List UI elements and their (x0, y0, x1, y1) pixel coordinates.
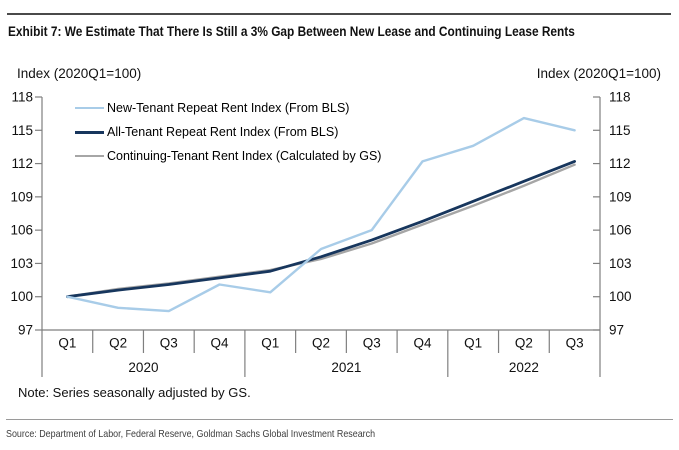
quarter-label: Q2 (312, 336, 330, 351)
y-tick-label-left: 115 (11, 123, 33, 138)
source-line: Source: Department of Labor, Federal Res… (6, 428, 376, 440)
y-tick-label-left: 109 (10, 189, 33, 204)
quarter-label: Q1 (464, 336, 482, 351)
series-line-1 (66, 159, 576, 299)
legend-swatch-line (75, 107, 104, 109)
quarter-label: Q3 (363, 336, 381, 351)
legend-swatch-line (75, 155, 104, 157)
quarter-label: Q4 (211, 336, 230, 351)
legend-item: All-Tenant Repeat Rent Index (From BLS) (75, 120, 381, 144)
y-tick-label-right: 118 (609, 90, 631, 105)
legend: New-Tenant Repeat Rent Index (From BLS) A… (75, 96, 381, 168)
quarter-label: Q2 (515, 336, 533, 351)
y-tick-label-left: 97 (18, 323, 33, 338)
legend-label: All-Tenant Repeat Rent Index (From BLS) (107, 125, 339, 139)
top-divider (7, 13, 671, 15)
series-line-2 (66, 163, 576, 298)
y-tick-label-right: 109 (609, 189, 632, 204)
y-tick-label-right: 103 (609, 256, 632, 271)
quarter-label: Q2 (109, 336, 127, 351)
quarter-label: Q3 (160, 336, 178, 351)
quarter-label: Q4 (413, 336, 432, 351)
bottom-divider (6, 419, 673, 420)
chart-note: Note: Series seasonally adjusted by GS. (18, 385, 251, 400)
exhibit-title: Exhibit 7: We Estimate That There Is Sti… (8, 24, 575, 39)
year-label: 2022 (509, 360, 539, 375)
y-tick-label-right: 115 (609, 123, 631, 138)
y-axis-title-left: Index (2020Q1=100) (17, 66, 142, 81)
y-tick-label-left: 118 (11, 90, 33, 105)
quarter-label: Q1 (261, 336, 279, 351)
quarter-label: Q1 (58, 336, 76, 351)
year-label: 2021 (331, 360, 361, 375)
year-label: 2020 (128, 360, 158, 375)
series-line-0 (66, 116, 576, 313)
legend-swatch-line (75, 130, 104, 134)
y-tick-label-right: 106 (609, 223, 632, 238)
quarter-label: Q3 (566, 336, 584, 351)
legend-label: New-Tenant Repeat Rent Index (From BLS) (107, 101, 350, 115)
y-tick-label-right: 97 (609, 323, 624, 338)
y-tick-label-left: 112 (11, 156, 33, 171)
y-tick-label-right: 100 (609, 289, 632, 304)
y-tick-label-left: 100 (10, 289, 33, 304)
legend-label: Continuing-Tenant Rent Index (Calculated… (107, 149, 382, 163)
legend-item: Continuing-Tenant Rent Index (Calculated… (75, 144, 381, 168)
y-axis-title-right: Index (2020Q1=100) (536, 66, 661, 81)
y-tick-label-left: 103 (10, 256, 33, 271)
y-tick-label-right: 112 (609, 156, 631, 171)
y-tick-label-left: 106 (10, 223, 33, 238)
legend-item: New-Tenant Repeat Rent Index (From BLS) (75, 96, 381, 120)
